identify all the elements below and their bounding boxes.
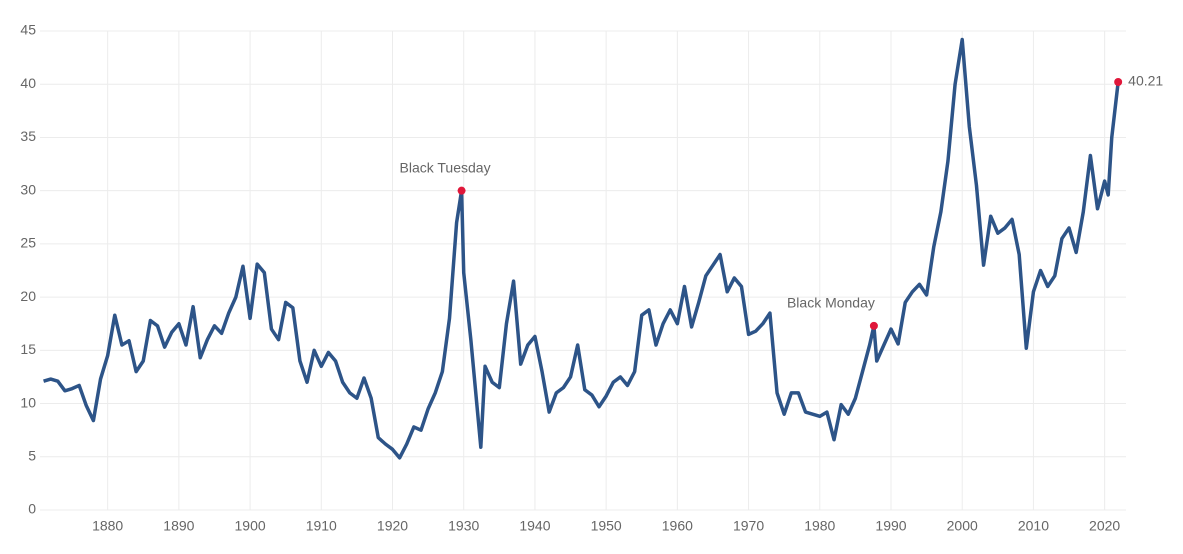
y-tick-label: 10 <box>20 394 36 410</box>
annotation-point <box>457 186 466 195</box>
x-tick-label: 1970 <box>733 518 764 534</box>
x-tick-label: 1940 <box>519 518 550 534</box>
x-tick-label: 1950 <box>591 518 622 534</box>
x-tick-label: 1930 <box>448 518 479 534</box>
y-tick-label: 5 <box>28 447 36 463</box>
y-tick-label: 30 <box>20 181 36 197</box>
x-tick-label: 2000 <box>947 518 978 534</box>
annotation-point <box>1114 77 1123 86</box>
y-tick-label: 40 <box>20 75 36 91</box>
x-tick-label: 1990 <box>875 518 906 534</box>
line <box>43 37 1120 460</box>
annotation-point <box>869 321 878 330</box>
y-tick-label: 15 <box>20 341 36 357</box>
x-tick-label: 1910 <box>306 518 337 534</box>
y-tick-label: 45 <box>20 22 36 38</box>
annotation-label: Black Tuesday <box>400 159 491 175</box>
x-tick-label: 1980 <box>804 518 835 534</box>
y-tick-label: 35 <box>20 128 36 144</box>
y-tick-label: 0 <box>28 501 36 517</box>
annotation-label: 40.21 <box>1128 73 1163 89</box>
x-tick-label: 1880 <box>92 518 123 534</box>
y-tick-label: 25 <box>20 235 36 251</box>
x-tick-label: 1920 <box>377 518 408 534</box>
x-tick-label: 2010 <box>1018 518 1049 534</box>
x-tick-label: 2020 <box>1089 518 1120 534</box>
x-tick-label: 1900 <box>235 518 266 534</box>
y-tick-label: 20 <box>20 288 36 304</box>
annotation-label: Black Monday <box>787 295 875 311</box>
x-tick-label: 1890 <box>163 518 194 534</box>
x-tick-label: 1960 <box>662 518 693 534</box>
